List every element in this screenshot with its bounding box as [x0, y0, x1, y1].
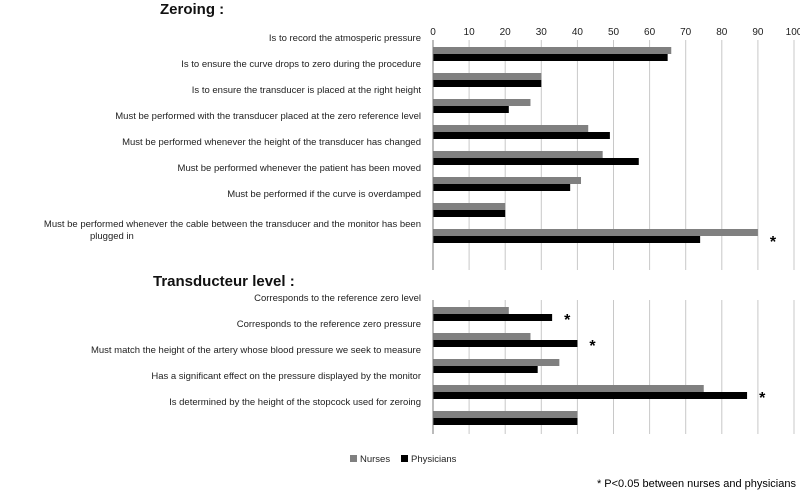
significance-star: * [759, 390, 766, 407]
bar-physicians [433, 314, 553, 321]
bar-nurses [433, 177, 582, 184]
category-label: Must be performed whenever the height of… [122, 137, 421, 148]
category-label: Corresponds to the reference zero level [254, 293, 421, 304]
panel-title: Transducteur level : [153, 273, 295, 290]
significance-star: * [589, 338, 596, 355]
bar-nurses [433, 359, 560, 366]
legend-swatch-physicians [401, 455, 408, 462]
x-tick-label: 0 [430, 27, 436, 38]
chart-legend: Nurses Physicians [350, 454, 457, 465]
category-label: Is to ensure the transducer is placed at… [192, 85, 422, 96]
panel-title: Zeroing : [160, 1, 224, 18]
x-tick-label: 80 [716, 27, 728, 38]
category-label: Must be performed whenever the cable bet… [44, 219, 421, 230]
category-label: Must be performed whenever the patient h… [178, 163, 421, 174]
panel-2: Transducteur level : Corresponds to the r… [91, 273, 795, 434]
x-tick-label: 10 [464, 27, 476, 38]
bar-nurses [433, 307, 509, 314]
x-tick-label: 90 [752, 27, 764, 38]
category-label: Is to ensure the curve drops to zero dur… [181, 59, 421, 70]
bar-nurses [433, 203, 506, 210]
category-label: Must be performed if the curve is overda… [227, 189, 421, 200]
x-tick-label: 40 [572, 27, 584, 38]
category-label: Corresponds to the reference zero pressu… [237, 319, 421, 330]
footnote: * P<0.05 between nurses and physicians [597, 478, 797, 490]
bar-physicians [433, 210, 506, 217]
legend-label-physicians: Physicians [411, 454, 457, 465]
x-tick-label: 20 [500, 27, 512, 38]
bar-nurses [433, 125, 589, 132]
panel-1: Zeroing : 0 10 20 30 40 50 60 70 80 90 100 Is to rec… [44, 1, 800, 270]
legend-swatch-nurses [350, 455, 357, 462]
bar-physicians [433, 158, 639, 165]
bar-physicians [433, 54, 668, 61]
category-label: Is to record the atmosperic pressure [269, 33, 421, 44]
bar-physicians [433, 184, 571, 191]
category-label: plugged in [90, 231, 134, 242]
category-label: Is determined by the height of the stopc… [169, 397, 421, 408]
legend-label-nurses: Nurses [360, 454, 390, 465]
bar-nurses [433, 229, 758, 236]
bar-physicians [433, 106, 509, 113]
bar-physicians [433, 418, 578, 425]
bar-nurses [433, 385, 704, 392]
bar-nurses [433, 73, 542, 80]
bar-nurses [433, 411, 578, 418]
x-tick-label: 30 [536, 27, 548, 38]
x-tick-label: 100 [786, 27, 800, 38]
significance-star: * [770, 234, 777, 251]
significance-star: * [564, 312, 571, 329]
x-tick-label: 50 [608, 27, 620, 38]
bar-physicians [433, 236, 701, 243]
bar-nurses [433, 333, 531, 340]
category-label: Must match the height of the artery whos… [91, 345, 421, 356]
bar-nurses [433, 47, 672, 54]
bar-physicians [433, 366, 538, 373]
bar-physicians [433, 132, 610, 139]
x-tick-label: 60 [644, 27, 656, 38]
bar-nurses [433, 151, 603, 158]
category-label: Has a significant effect on the pressure… [151, 371, 421, 382]
bar-physicians [433, 392, 748, 399]
category-label: Must be performed with the transducer pl… [115, 111, 421, 122]
bar-physicians [433, 340, 578, 347]
x-tick-label: 70 [680, 27, 692, 38]
bar-nurses [433, 99, 531, 106]
bar-physicians [433, 80, 542, 87]
chart-plots: Zeroing : 0 10 20 30 40 50 60 70 80 90 100 Is to rec… [44, 1, 800, 434]
